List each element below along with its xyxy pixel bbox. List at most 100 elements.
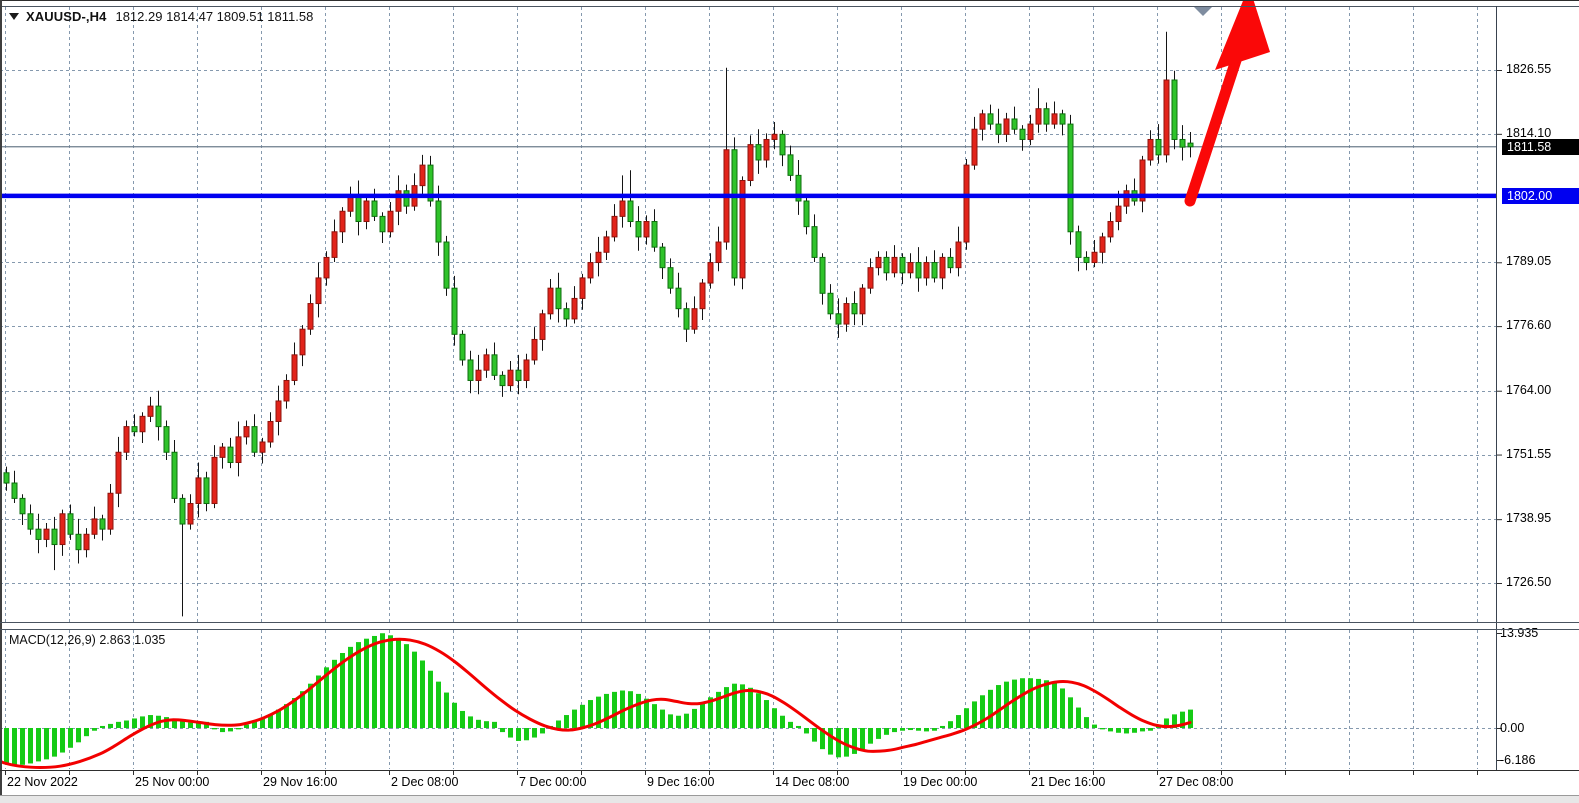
macd-histogram-bar [188,722,193,728]
candle [731,149,738,279]
candle [787,154,794,176]
window-bottom-strip [0,796,1579,803]
macd-histogram-bar [1044,680,1049,728]
candle [1179,138,1186,148]
macd-histogram-bar [380,633,385,728]
symbol-dropdown-icon[interactable] [9,13,19,20]
macd-histogram-bar [124,720,129,728]
macd-histogram-bar [1100,728,1105,730]
macd-histogram-bar [1084,717,1089,728]
macd-histogram-bar [836,728,841,758]
macd-histogram-bar [636,693,641,728]
candle [419,164,426,187]
macd-histogram-bar [644,698,649,728]
macd-histogram-bar [212,728,217,730]
macd-signal-line [0,637,1192,770]
macd-histogram-bar [516,728,521,741]
candle [803,200,810,228]
candle [219,446,226,458]
candle [83,533,90,551]
candle [899,256,906,274]
macd-histogram-bar [1140,728,1145,732]
candle [459,333,466,361]
candle [491,354,498,376]
candle [827,292,834,315]
indicator-splitter[interactable] [0,622,1579,623]
macd-histogram-bar [724,687,729,728]
time-axis-label: 25 Nov 00:00 [135,775,210,789]
macd-histogram-bar [180,721,185,728]
macd-histogram-bar [1076,707,1081,728]
candle [1027,123,1034,140]
candle [779,133,786,156]
chart-shift-marker-icon[interactable] [1194,7,1212,16]
macd-histogram-bar [348,646,353,728]
candle [155,405,162,428]
macd-axis-label: 0.00 [1500,721,1525,735]
time-axis-label: 27 Dec 08:00 [1159,775,1234,789]
macd-histogram-bar [748,687,753,728]
candle [915,262,922,279]
candle [379,215,386,233]
candle [755,144,762,161]
candle [51,528,58,546]
trend-arrow-head-icon[interactable] [1215,0,1270,70]
macd-histogram-bar [332,659,337,728]
macd-histogram-bar [804,728,809,734]
macd-histogram-bar [220,728,225,733]
macd-histogram-bar [508,728,513,738]
candle [675,287,682,310]
macd-histogram-bar [932,728,937,731]
window-left-border [0,0,2,803]
window-bottom-border [0,795,1579,796]
candle [867,267,874,289]
macd-histogram-bar [812,728,817,742]
candle [1067,123,1074,233]
macd-histogram-bar [172,719,177,728]
current-price-badge: 1811.58 [1502,139,1579,155]
candle [523,359,530,381]
macd-histogram-bar [1124,728,1129,734]
macd-histogram-bar [20,728,25,765]
macd-values: 2.863 1.035 [99,633,166,647]
macd-histogram-bar [532,728,537,738]
macd-histogram-bar [772,708,777,728]
macd-histogram-bar [588,700,593,728]
macd-histogram-bar [604,693,609,728]
macd-histogram-bar [100,725,105,728]
macd-histogram-bar [860,728,865,750]
candle [235,436,242,464]
candle [211,456,218,505]
macd-histogram-bar [892,728,897,733]
macd-histogram-bar [4,728,9,765]
macd-histogram-bar [980,695,985,728]
candle [107,492,114,530]
macd-histogram-bar [940,725,945,728]
macd-histogram-bar [316,675,321,728]
candle [203,477,210,505]
macd-histogram-bar [148,715,153,728]
candle [43,528,50,540]
ohlc-values: 1812.29 1814.47 1809.51 1811.58 [115,9,314,24]
candle [283,379,290,402]
candle [1139,159,1146,202]
candle [435,200,442,243]
macd-histogram-bar [556,720,561,728]
trend-arrow-shaft[interactable] [1184,36,1248,207]
price-axis-label: 1789.05 [1506,254,1552,268]
candle [163,426,170,453]
candle [147,405,154,417]
macd-histogram-bar [68,728,73,748]
macd-histogram-bar [228,728,233,732]
macd-histogram-bar [276,709,281,728]
macd-histogram-bar [12,728,17,767]
candle [603,236,610,253]
candle [555,287,562,310]
indicator-splitter-lower[interactable] [0,629,1579,630]
macd-histogram-bar [284,704,289,728]
candle [811,226,818,258]
candle [243,426,250,438]
macd-histogram-bar [996,685,1001,728]
